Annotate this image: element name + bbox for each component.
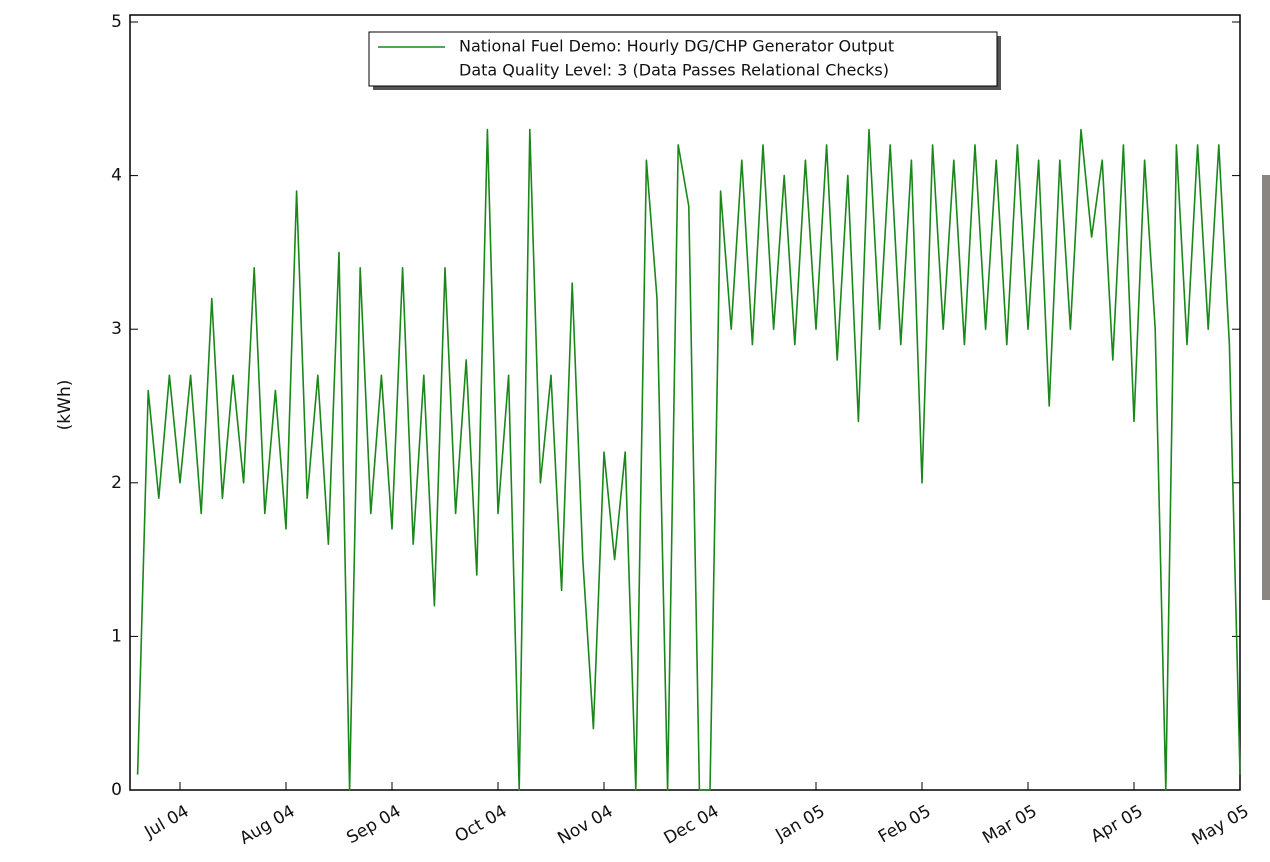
y-tick-label: 3: [111, 319, 122, 339]
x-tick-label: Aug 04: [236, 801, 298, 848]
y-axis-label: (kWh): [55, 380, 75, 431]
x-tick-label: Sep 04: [343, 801, 404, 848]
y-tick-label: 4: [111, 166, 122, 186]
x-tick-label: Feb 05: [875, 801, 934, 847]
x-tick-label: Jan 05: [772, 801, 829, 845]
x-tick-label: Oct 04: [452, 801, 511, 847]
legend-label: National Fuel Demo: Hourly DG/CHP Genera…: [459, 37, 894, 56]
x-tick-label: May 05: [1189, 801, 1253, 849]
legend: National Fuel Demo: Hourly DG/CHP Genera…: [368, 31, 1001, 90]
x-tick-label: Jul 04: [140, 801, 192, 843]
plot-frame: [129, 14, 1241, 791]
y-tick-label: 1: [111, 626, 122, 646]
x-tick-label: Apr 05: [1088, 801, 1147, 847]
data-line: [136, 128, 1241, 791]
x-tick-label: Nov 04: [554, 801, 616, 848]
legend-box: [368, 31, 998, 87]
photo-fragment: [1262, 175, 1270, 600]
y-tick-label: 5: [111, 12, 122, 32]
x-tick-label: Mar 05: [979, 801, 1040, 848]
y-tick-label: 2: [111, 473, 122, 493]
x-tick-label: Dec 04: [661, 801, 723, 848]
y-tick-label: 0: [111, 780, 122, 800]
legend-note: Data Quality Level: 3 (Data Passes Relat…: [459, 61, 889, 80]
